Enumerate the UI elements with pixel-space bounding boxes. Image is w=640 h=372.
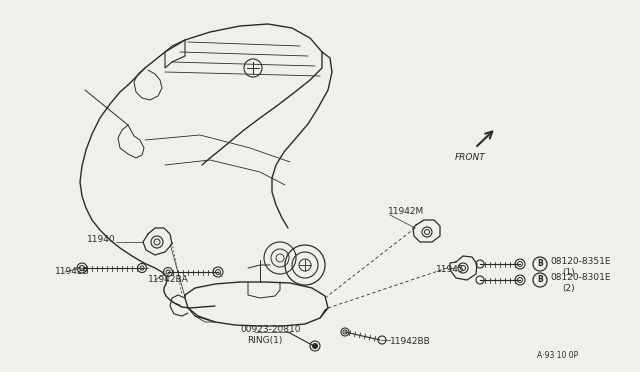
Text: 11942BA: 11942BA (148, 276, 189, 285)
Text: (2): (2) (562, 283, 575, 292)
Text: B: B (537, 276, 543, 285)
Text: (1): (1) (562, 267, 575, 276)
Circle shape (312, 343, 317, 349)
Text: 08120-8301E: 08120-8301E (550, 273, 611, 282)
Text: A·93 10 0P: A·93 10 0P (537, 352, 578, 360)
Text: RING(1): RING(1) (247, 336, 282, 344)
Text: 11942B: 11942B (55, 267, 90, 276)
Text: B: B (537, 260, 543, 269)
Text: 11942BB: 11942BB (390, 337, 431, 346)
Text: FRONT: FRONT (455, 154, 486, 163)
Text: 00923-20810: 00923-20810 (240, 326, 301, 334)
Text: 11942M: 11942M (388, 208, 424, 217)
Text: 08120-8351E: 08120-8351E (550, 257, 611, 266)
Text: 11945: 11945 (436, 266, 465, 275)
Text: 11940: 11940 (88, 235, 116, 244)
